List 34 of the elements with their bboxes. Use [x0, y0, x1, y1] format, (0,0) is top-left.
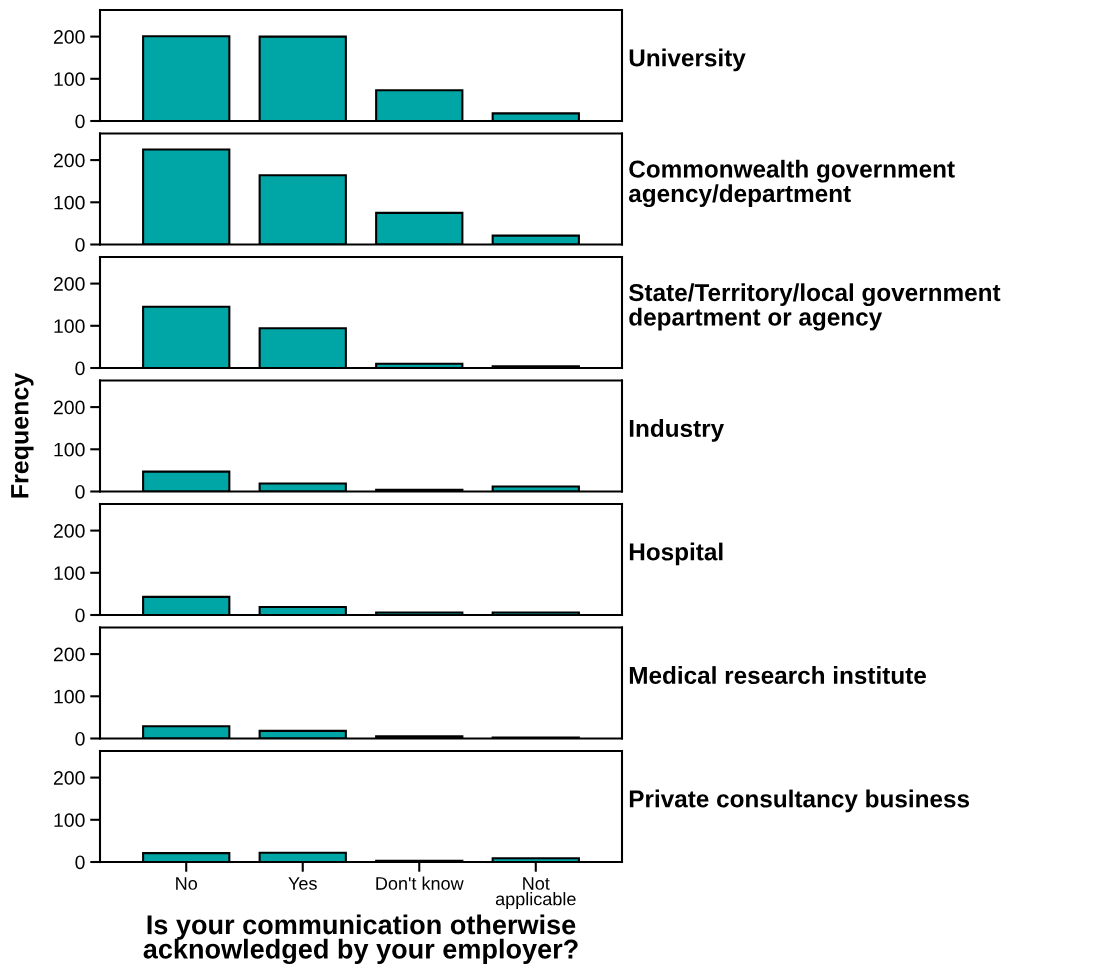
text: Medical research institute — [629, 666, 926, 684]
y-tick-label: 0 — [75, 237, 85, 252]
y-tick-label: 0 — [75, 608, 85, 623]
y-tick-label: 0 — [75, 855, 85, 870]
x-tick-label: Don't know — [376, 876, 464, 890]
y-tick-label: 0 — [75, 361, 85, 376]
y-tick-label: 200 — [53, 771, 85, 785]
y-tick-label: 100 — [54, 195, 85, 210]
x-tick-label: Not applicable — [495, 877, 576, 909]
text: University — [629, 48, 746, 72]
y-tick-label: 200 — [53, 400, 85, 415]
text: Private consultancy business — [629, 789, 970, 813]
text: Industry — [629, 419, 725, 442]
y-axis-title: Frequency — [11, 372, 34, 498]
y-tick-label: 100 — [54, 72, 85, 87]
text: Commonwealth government agency/department — [628, 159, 955, 208]
x-tick-label: Yes — [288, 877, 317, 890]
y-tick-label: 0 — [75, 484, 85, 499]
x-axis-title: Is your communication otherwise acknowledged by your employer? — [143, 914, 578, 965]
x-tick-label: No — [176, 877, 198, 890]
text: Hospital — [629, 542, 723, 566]
y-tick-label: 0 — [75, 114, 85, 129]
y-tick-label: 200 — [53, 647, 85, 662]
text: State/Territory/local government department or agency — [628, 283, 1001, 331]
y-tick-label: 100 — [54, 813, 85, 828]
y-tick-label: 100 — [54, 442, 85, 457]
y-tick-label: 100 — [54, 689, 85, 704]
y-tick-label: 200 — [53, 524, 85, 538]
y-tick-label: 200 — [53, 30, 85, 44]
y-tick-label: 200 — [53, 153, 85, 168]
y-tick-label: 100 — [54, 319, 85, 334]
y-tick-label: 100 — [54, 566, 85, 581]
y-tick-label: 200 — [53, 277, 85, 291]
y-tick-label: 0 — [75, 731, 85, 746]
